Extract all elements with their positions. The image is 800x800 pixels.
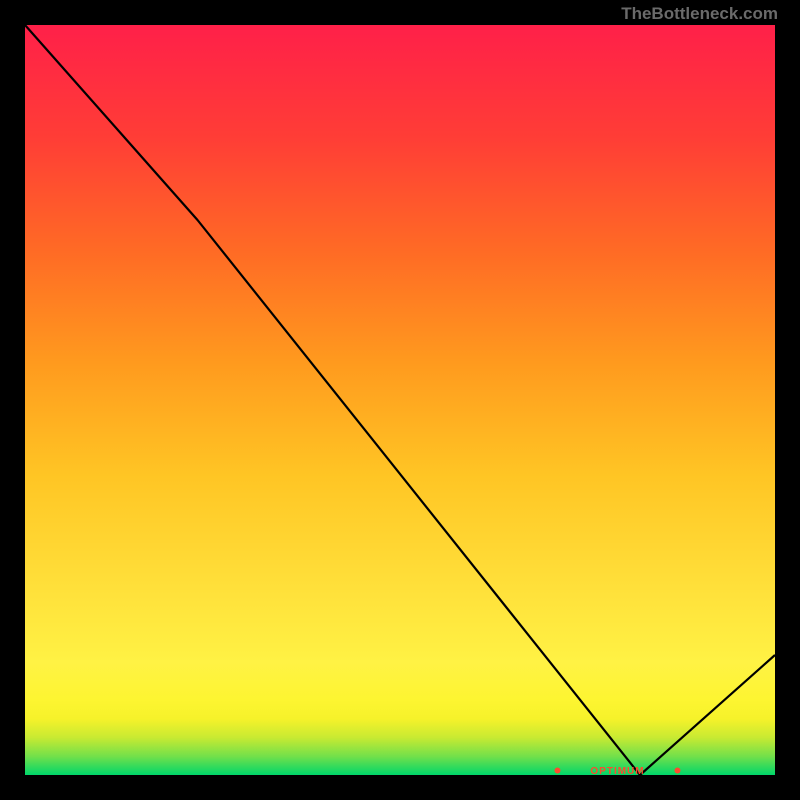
attribution-text: TheBottleneck.com bbox=[621, 4, 778, 24]
chart-background bbox=[25, 25, 775, 775]
optimum-marker-end bbox=[675, 768, 681, 774]
optimum-marker-start bbox=[555, 768, 561, 774]
optimum-label: OPTIMUM bbox=[590, 766, 644, 777]
bottleneck-chart: OPTIMUM bbox=[0, 0, 800, 800]
